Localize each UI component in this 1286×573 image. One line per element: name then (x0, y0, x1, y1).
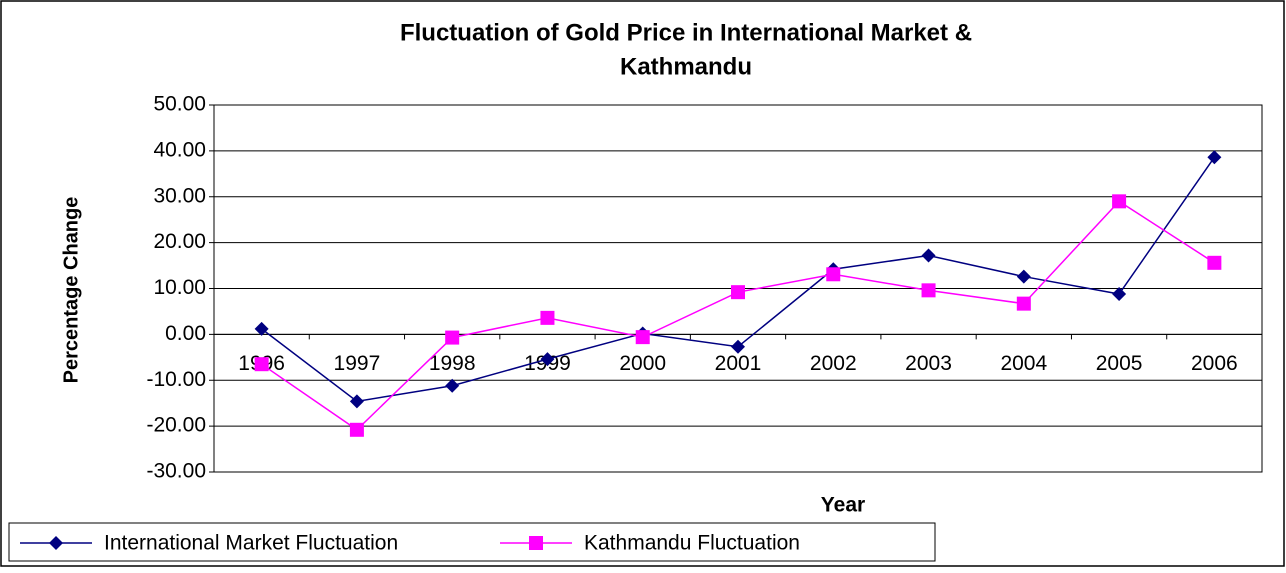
x-tick-label: 2000 (619, 352, 666, 375)
data-point (1112, 194, 1127, 209)
data-point (349, 422, 364, 437)
data-point (540, 310, 555, 325)
legend-box (8, 522, 936, 562)
y-tick-label: 30.00 (153, 184, 206, 207)
data-point (1207, 255, 1222, 270)
data-point (1207, 150, 1222, 165)
y-tick-label: 20.00 (153, 230, 206, 253)
data-point (349, 394, 364, 409)
y-tick-label: 0.00 (165, 322, 206, 345)
x-tick-label: 2001 (715, 352, 762, 375)
x-tick-label: 2006 (1191, 352, 1238, 375)
data-point (731, 285, 745, 300)
y-tick-label: 50.00 (153, 93, 206, 116)
y-tick-label: -30.00 (146, 460, 206, 483)
data-point (731, 339, 745, 354)
data-point (254, 321, 269, 336)
chart-subtitle: Kathmandu (620, 53, 752, 80)
legend-marker (529, 536, 543, 550)
x-tick-label: 1997 (334, 352, 381, 375)
x-tick-label: 2005 (1096, 352, 1143, 375)
chart-title: Fluctuation of Gold Price in Internation… (400, 19, 972, 46)
legend-marker (49, 536, 63, 550)
data-point (826, 267, 841, 282)
data-point (540, 352, 555, 367)
data-point (254, 357, 269, 372)
y-tick-label: 10.00 (153, 276, 206, 299)
legend-label: Kathmandu Fluctuation (584, 532, 800, 555)
data-point (445, 330, 460, 345)
y-tick-label: 40.00 (153, 138, 206, 161)
plot-border (213, 104, 1263, 473)
x-tick-label: 2003 (905, 352, 952, 375)
data-point (635, 330, 650, 345)
data-point (1016, 269, 1031, 284)
legend-label: International Market Fluctuation (104, 532, 398, 555)
y-tick-label: -10.00 (146, 368, 206, 391)
y-axis-label: Percentage Change (60, 197, 82, 384)
x-tick-label: 2002 (810, 352, 857, 375)
data-point (445, 378, 460, 393)
y-tick-label: -20.00 (146, 414, 206, 437)
x-tick-label: 1998 (429, 352, 476, 375)
data-point (921, 283, 936, 298)
x-tick-label: 2004 (1000, 352, 1047, 375)
data-point (1112, 287, 1127, 302)
data-point (1016, 296, 1031, 311)
data-point (921, 248, 936, 263)
x-axis-label: Year (821, 494, 865, 517)
